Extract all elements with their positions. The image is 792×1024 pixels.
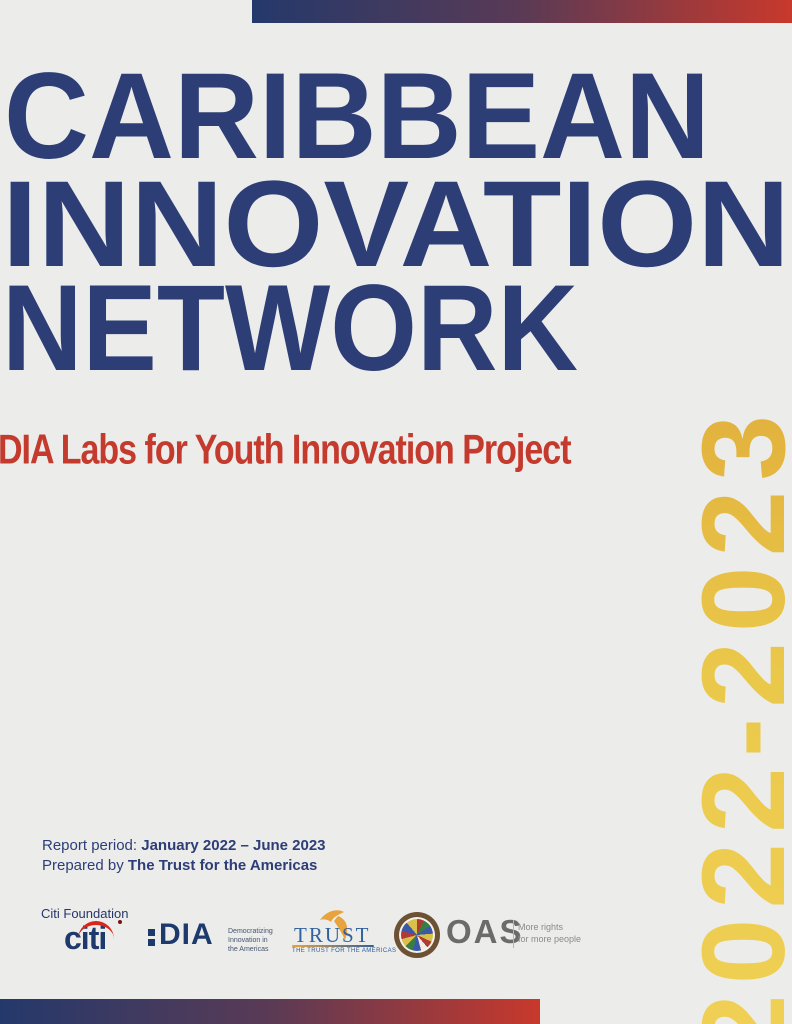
dia-tagline: Democratizing Innovation in the Americas xyxy=(228,927,273,954)
prepared-by-value: The Trust for the Americas xyxy=(127,857,318,874)
oas-tagline-line2: for more people xyxy=(518,934,582,944)
dia-wordmark: DIA xyxy=(159,918,214,951)
citi-trademark-dot-icon xyxy=(118,920,122,924)
report-period-value: January 2022 – June 2023 xyxy=(141,837,326,854)
dia-tagline-line1: Democratizing xyxy=(228,928,273,935)
oas-tagline: More rights for more people xyxy=(518,921,581,945)
citi-foundation-label: Citi Foundation xyxy=(41,906,129,921)
oas-divider xyxy=(513,920,514,948)
title-line-2: INNOVATION xyxy=(2,156,790,292)
trust-tagline: THE TRUST FOR THE AMERICAS xyxy=(292,948,397,954)
oas-seal-icon xyxy=(394,912,440,958)
trust-bird-icon xyxy=(320,910,348,940)
report-meta: Report period: January 2022 – June 2023 … xyxy=(42,836,326,876)
oas-wordmark: OAS xyxy=(446,913,524,950)
trust-wordmark: TRUST xyxy=(294,923,371,947)
project-subtitle: DIA Labs for Youth Innovation Project xyxy=(0,427,572,474)
main-title: CARIBBEAN INNOVATION NETWORK xyxy=(2,60,790,390)
report-period-label: Report period: xyxy=(42,837,142,854)
citi-logo: citi xyxy=(64,920,122,957)
oas-tagline-line1: More rights xyxy=(518,922,564,932)
trust-swoosh-icon xyxy=(292,945,374,947)
report-period-line: Report period: January 2022 – June 2023 xyxy=(42,836,326,856)
bottom-gradient-bar xyxy=(0,999,540,1024)
year-range-vertical: 2022-2023 xyxy=(690,415,792,1024)
prepared-by-label: Prepared by xyxy=(42,857,128,874)
title-line-1: CARIBBEAN xyxy=(4,60,710,185)
year-range-text: 2022-2023 xyxy=(690,415,792,1024)
dia-tagline-line3: the Americas xyxy=(228,946,269,953)
title-line-3: NETWORK xyxy=(2,260,578,390)
prepared-by-line: Prepared by The Trust for the Americas xyxy=(42,856,326,876)
citi-arc-icon xyxy=(78,921,114,939)
top-gradient-bar xyxy=(252,0,792,23)
dia-tagline-line2: Innovation in xyxy=(228,937,268,944)
